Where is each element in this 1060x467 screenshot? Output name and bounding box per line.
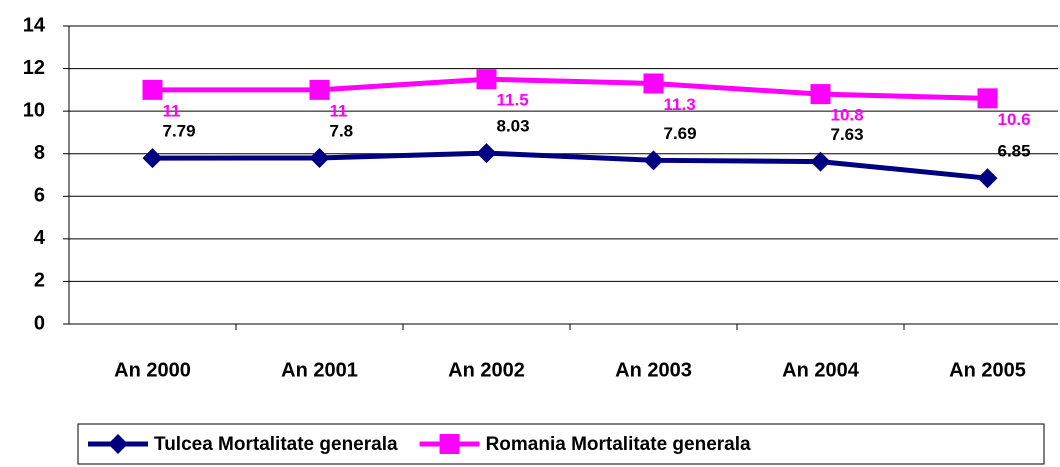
x-tick-label: An 2002 — [448, 359, 525, 381]
data-label: 7.79 — [163, 122, 196, 141]
x-tick-label: An 2001 — [281, 359, 358, 381]
marker — [977, 168, 998, 189]
x-tick-label: An 2000 — [114, 359, 191, 381]
y-tick-label: 8 — [34, 142, 45, 164]
data-label: 7.63 — [831, 125, 864, 144]
marker — [476, 69, 497, 90]
y-tick-label: 2 — [34, 270, 45, 292]
marker — [142, 79, 163, 100]
marker — [476, 143, 497, 164]
y-tick-label: 14 — [23, 14, 46, 36]
y-tick-label: 0 — [34, 312, 45, 334]
data-label: 11 — [330, 101, 348, 120]
series-line — [152, 76, 988, 101]
x-tick-label: An 2003 — [615, 359, 692, 381]
marker — [439, 434, 460, 454]
y-tick-label: 6 — [34, 185, 45, 207]
data-label: 10.8 — [831, 106, 864, 125]
data-label: 8.03 — [497, 117, 530, 136]
legend-box — [77, 423, 1045, 465]
series-line — [152, 150, 988, 181]
marker — [810, 84, 831, 105]
marker — [643, 73, 664, 94]
marker — [977, 88, 998, 109]
data-label: 7.8 — [330, 121, 354, 140]
y-tick-label: 12 — [23, 57, 45, 79]
marker — [810, 151, 831, 172]
marker — [643, 150, 664, 171]
data-label: 6.85 — [998, 142, 1031, 161]
x-tick-label: An 2004 — [782, 359, 860, 381]
data-label: 7.69 — [664, 124, 697, 143]
data-label: 11 — [163, 101, 181, 120]
x-tick-label: An 2005 — [949, 359, 1026, 381]
marker — [108, 434, 128, 454]
data-label: 11.5 — [497, 91, 529, 110]
marker — [309, 79, 330, 100]
marker — [309, 147, 330, 168]
data-label: 11.3 — [664, 95, 696, 114]
marker — [142, 148, 163, 169]
legend-label: Romania Mortalitate generala — [486, 434, 751, 455]
legend: Tulcea Mortalitate generala Romania Morta… — [77, 423, 1045, 465]
data-label: 10.6 — [998, 110, 1031, 129]
legend-label: Tulcea Mortalitate generala — [154, 434, 398, 455]
y-tick-label: 4 — [34, 227, 46, 249]
y-tick-label: 10 — [23, 99, 45, 121]
